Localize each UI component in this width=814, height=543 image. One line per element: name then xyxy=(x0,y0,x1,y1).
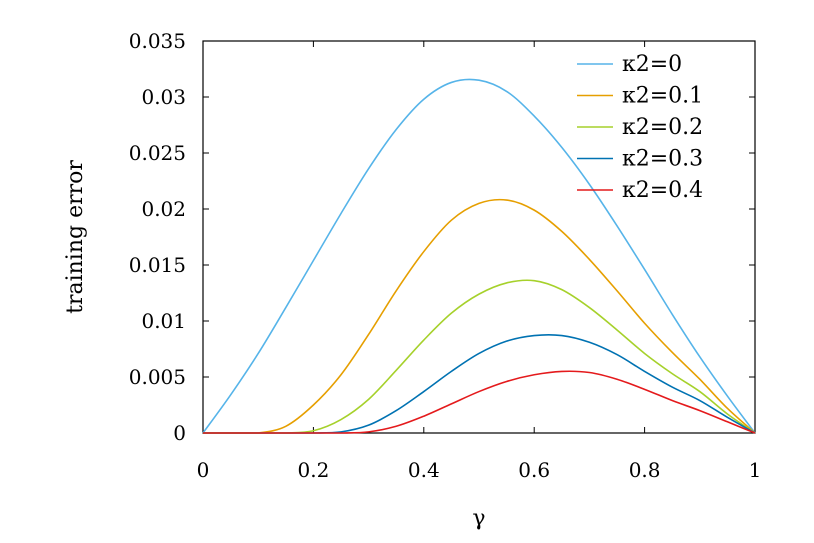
series-line-1 xyxy=(202,198,756,434)
series-line-4 xyxy=(202,370,756,434)
x-tick-label: 0.8 xyxy=(629,458,661,482)
x-axis-label: γ xyxy=(472,506,485,531)
legend-label-3: κ2=0.3 xyxy=(622,147,703,172)
plot-area xyxy=(202,40,756,434)
series-lines xyxy=(202,78,756,434)
y-tick-label: 0.025 xyxy=(129,141,186,165)
x-axis-ticks: 0 0.2 0.4 0.6 0.8 1 xyxy=(197,41,762,482)
series-line-0 xyxy=(202,78,756,434)
legend: κ2=0 κ2=0.1 κ2=0.2 κ2=0.3 κ2=0.4 xyxy=(577,52,703,203)
y-tick-label: 0.01 xyxy=(141,309,186,333)
x-tick-label: 0.4 xyxy=(408,458,440,482)
legend-label-4: κ2=0.4 xyxy=(622,178,703,203)
y-tick-label: 0.005 xyxy=(129,365,186,389)
series-line-2 xyxy=(202,279,756,434)
x-tick-label: 0 xyxy=(197,458,210,482)
x-tick-label: 1 xyxy=(749,458,762,482)
series-line-3 xyxy=(202,333,756,434)
y-tick-label: 0 xyxy=(173,421,186,445)
legend-label-1: κ2=0.1 xyxy=(622,84,703,109)
x-tick-label: 0.2 xyxy=(297,458,329,482)
x-tick-label: 0.6 xyxy=(518,458,550,482)
y-axis-ticks: 0 0.005 0.01 0.015 0.02 0.025 0.03 0.035 xyxy=(129,29,755,445)
y-tick-label: 0.03 xyxy=(141,85,186,109)
y-axis-label: training error xyxy=(63,160,88,314)
legend-label-2: κ2=0.2 xyxy=(622,115,703,140)
y-tick-label: 0.02 xyxy=(141,197,186,221)
legend-label-0: κ2=0 xyxy=(622,52,682,77)
plot-frame xyxy=(202,40,756,434)
y-tick-label: 0.015 xyxy=(129,253,186,277)
y-tick-label: 0.035 xyxy=(129,29,186,53)
